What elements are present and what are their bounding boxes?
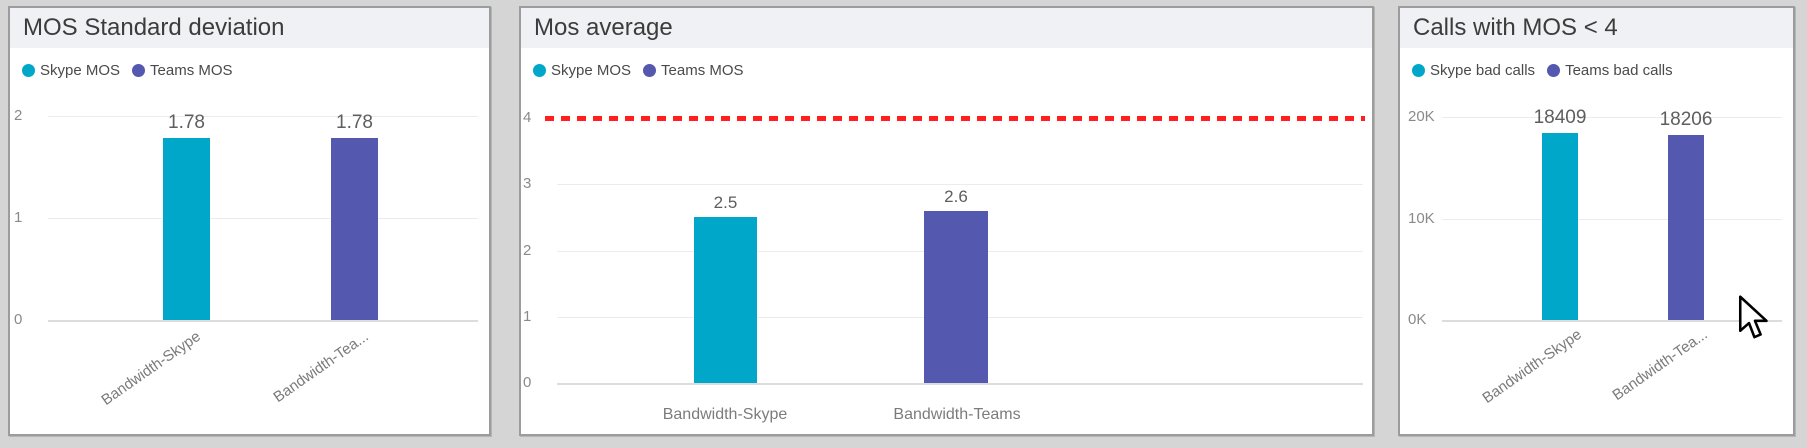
gridline xyxy=(1442,218,1782,220)
bar-teams[interactable]: 18206 xyxy=(1660,109,1712,320)
bar-value-label: 1.78 xyxy=(336,112,373,134)
gridline xyxy=(48,218,478,219)
legend-item-teams: Teams MOS xyxy=(643,62,744,79)
panel-calls-with-low-mos[interactable]: Calls with MOS < 4 Skype bad calls Teams… xyxy=(1398,6,1795,436)
bar-value-label: 1.78 xyxy=(168,112,205,134)
chart-title: Mos average xyxy=(521,8,1372,48)
y-axis-tick-label: 0K xyxy=(1408,311,1427,328)
legend-dot-skype xyxy=(1412,64,1425,77)
legend-label: Skype MOS xyxy=(551,62,632,79)
legend-dot-skype xyxy=(22,64,35,77)
legend-label: Teams MOS xyxy=(661,62,744,79)
reference-line xyxy=(545,116,1365,121)
chart-title: Calls with MOS < 4 xyxy=(1400,8,1793,48)
bar-value-label: 2.6 xyxy=(944,186,968,206)
y-axis-tick-label: 4 xyxy=(523,109,532,126)
legend: Skype MOS Teams MOS xyxy=(22,62,233,79)
x-axis-category-label: Bandwidth-Skype xyxy=(662,406,788,423)
legend-item-skype: Skype bad calls xyxy=(1412,62,1535,79)
legend-dot-teams xyxy=(643,64,657,77)
legend-label: Skype bad calls xyxy=(1430,62,1536,79)
legend-item-teams: Teams MOS xyxy=(132,62,233,79)
x-axis-category-label: Bandwidth-Skype xyxy=(98,328,204,409)
y-axis-tick-label: 1 xyxy=(14,209,23,226)
legend-item-skype: Skype MOS xyxy=(533,62,631,79)
legend: Skype bad calls Teams bad calls xyxy=(1412,62,1673,79)
y-axis-tick-label: 1 xyxy=(523,307,532,325)
bar-teams[interactable]: 1.78 xyxy=(331,112,378,320)
x-axis-baseline xyxy=(48,320,478,322)
legend-dot-skype xyxy=(533,64,546,77)
legend-label: Skype MOS xyxy=(40,62,121,79)
bar-skype[interactable]: 1.78 xyxy=(163,112,210,320)
gridline xyxy=(1442,117,1782,118)
y-axis-tick-label: 2 xyxy=(523,241,532,259)
x-axis-baseline xyxy=(1442,320,1782,322)
panel-mos-standard-deviation[interactable]: MOS Standard deviation Skype MOS Teams M… xyxy=(8,6,491,436)
legend-dot-teams xyxy=(132,64,146,77)
plot-area: 4 3 2 1 0 2.5 2.6 xyxy=(523,109,1365,391)
chart-title: MOS Standard deviation xyxy=(10,8,489,48)
legend: Skype MOS Teams MOS xyxy=(533,62,744,79)
bar-value-label: 18206 xyxy=(1659,109,1713,131)
y-axis-tick-label: 0 xyxy=(523,374,532,391)
bar-skype[interactable]: 18409 xyxy=(1534,107,1586,320)
plot-area: 2 1 0 1.78 1.78 xyxy=(14,107,478,328)
gridline xyxy=(48,116,478,117)
bar-value-label: 2.5 xyxy=(713,193,738,213)
legend-item-teams: Teams bad calls xyxy=(1547,62,1673,79)
bar-skype[interactable]: 2.5 xyxy=(694,193,757,383)
x-axis-category-label: Bandwidth-Tea... xyxy=(270,328,372,407)
y-axis-tick-label: 0 xyxy=(14,311,23,328)
x-axis-category-label: Bandwidth-Tea... xyxy=(1609,326,1711,405)
mouse-cursor-icon xyxy=(1738,295,1768,339)
y-axis-tick-label: 20K xyxy=(1408,108,1435,125)
legend-label: Teams bad calls xyxy=(1565,62,1673,79)
legend-dot-teams xyxy=(1547,64,1561,77)
panel-mos-average[interactable]: Mos average Skype MOS Teams MOS 4 3 2 1 … xyxy=(519,6,1374,436)
bar-value-label: 18409 xyxy=(1533,107,1587,129)
bar-teams[interactable]: 2.6 xyxy=(924,187,988,383)
legend-label: Teams MOS xyxy=(150,62,233,79)
y-axis-tick-label: 10K xyxy=(1408,209,1435,227)
gridline xyxy=(557,184,1363,186)
x-axis-category-label: Bandwidth-Skype xyxy=(1479,326,1585,407)
y-axis-tick-label: 3 xyxy=(523,175,532,193)
x-axis-baseline xyxy=(557,383,1363,385)
x-axis-category-label: Bandwidth-Teams xyxy=(893,406,1021,423)
legend-item-skype: Skype MOS xyxy=(22,62,120,79)
plot-area: 20K 10K 0K 18409 18206 xyxy=(1408,107,1782,328)
y-axis-tick-label: 2 xyxy=(14,107,23,124)
